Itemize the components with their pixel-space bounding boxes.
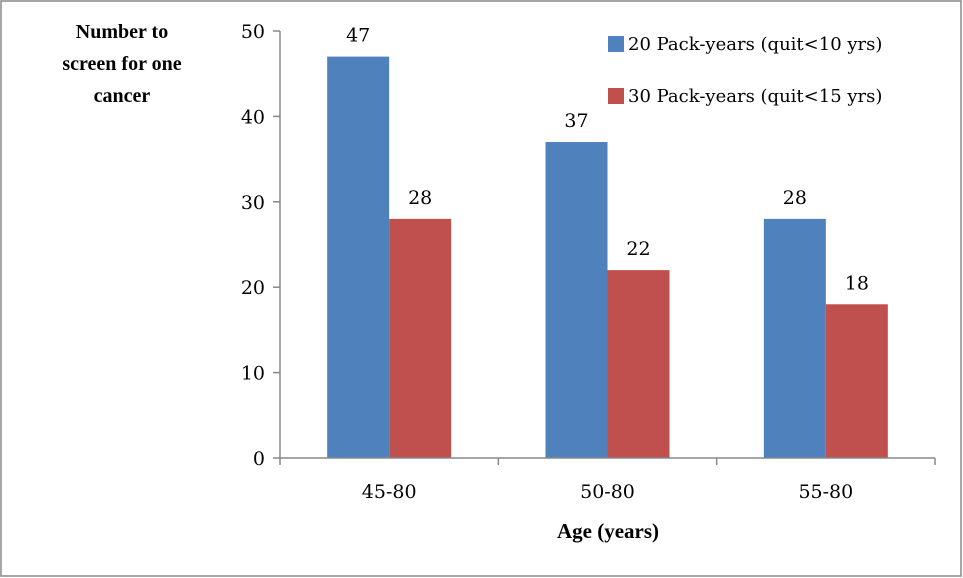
y-axis-label-line-3: cancer bbox=[94, 85, 151, 107]
legend-swatch-1 bbox=[608, 36, 624, 52]
legend-label-1: 20 Pack-years (quit<10 yrs) bbox=[628, 34, 882, 55]
y-tick-label-4: 40 bbox=[241, 106, 265, 128]
bar-series-1-55-80 bbox=[763, 218, 826, 458]
data-label-series-2-50-80: 22 bbox=[626, 238, 650, 260]
legend-label-2: 30 Pack-years (quit<15 yrs) bbox=[628, 86, 882, 107]
y-axis-ticks: 0 10 20 30 40 50 bbox=[241, 21, 280, 470]
data-label-series-1-50-80: 37 bbox=[564, 110, 588, 132]
data-labels-group: 47 28 37 22 28 18 bbox=[346, 25, 869, 295]
bar-series-2-45-80 bbox=[389, 218, 452, 458]
x-axis-ticks: 45-80 50-80 55-80 bbox=[279, 458, 936, 503]
y-tick-label-1: 10 bbox=[241, 363, 265, 385]
legend-swatch-2 bbox=[608, 88, 624, 104]
legend: 20 Pack-years (quit<10 yrs) 30 Pack-years… bbox=[608, 34, 882, 107]
x-tick-label-45-80: 45-80 bbox=[362, 481, 417, 503]
data-label-series-2-55-80: 18 bbox=[845, 272, 869, 294]
y-tick-label-5: 50 bbox=[241, 21, 265, 43]
bars-group bbox=[327, 56, 888, 459]
bar-series-2-55-80 bbox=[825, 304, 888, 458]
x-tick-label-55-80: 55-80 bbox=[798, 481, 853, 503]
y-axis-label-line-1: Number to bbox=[76, 21, 168, 43]
data-label-series-1-45-80: 47 bbox=[346, 25, 370, 47]
y-tick-label-0: 0 bbox=[253, 448, 265, 470]
data-label-series-1-55-80: 28 bbox=[783, 187, 807, 209]
bar-series-1-50-80 bbox=[545, 142, 608, 458]
bar-series-1-45-80 bbox=[327, 56, 390, 459]
x-tick-label-50-80: 50-80 bbox=[580, 481, 635, 503]
data-label-series-2-45-80: 28 bbox=[408, 187, 432, 209]
y-axis-label-line-2: screen for one bbox=[62, 53, 181, 75]
y-tick-label-3: 30 bbox=[241, 192, 265, 214]
bar-series-2-50-80 bbox=[607, 270, 670, 458]
y-tick-label-2: 20 bbox=[241, 277, 265, 299]
x-axis-label: Age (years) bbox=[557, 519, 659, 543]
